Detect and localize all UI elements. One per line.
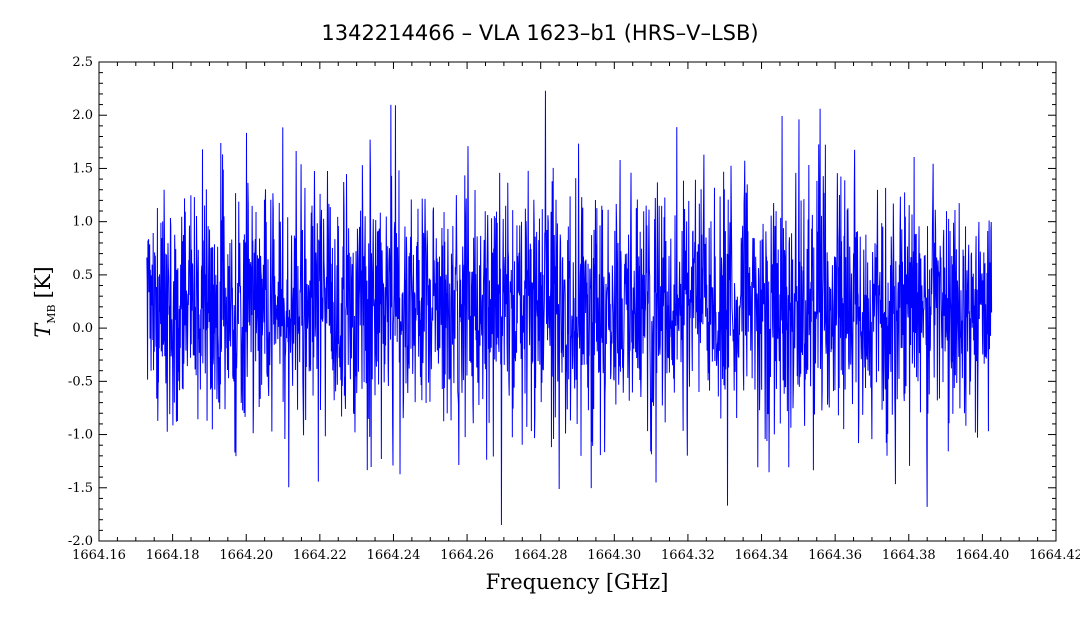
x-tick-label: 1664.30 bbox=[587, 548, 641, 563]
y-axis-label-symbol: T bbox=[31, 322, 55, 338]
svg-text:TMB[K]: TMB [K] bbox=[31, 266, 58, 337]
x-axis-label: Frequency [GHz] bbox=[486, 570, 669, 594]
y-tick-label: -0.5 bbox=[68, 374, 93, 389]
y-tick-label: 1.5 bbox=[72, 161, 93, 176]
x-tick-label: 1664.32 bbox=[661, 548, 715, 563]
y-axis-label-subscript: MB bbox=[45, 304, 58, 323]
spectrum-line bbox=[146, 90, 993, 526]
x-tick-label: 1664.36 bbox=[808, 548, 862, 563]
x-axis: 1664.16 1664.18 1664.20 1664.22 1664.24 1664.… bbox=[72, 62, 1080, 563]
x-tick-label: 1664.16 bbox=[72, 548, 126, 563]
x-tick-label: 1664.18 bbox=[146, 548, 200, 563]
x-tick-label: 1664.28 bbox=[514, 548, 568, 563]
x-tick-label: 1664.42 bbox=[1029, 548, 1080, 563]
y-tick-label: -1.0 bbox=[68, 428, 93, 443]
x-tick-label: 1664.26 bbox=[440, 548, 494, 563]
y-tick-label: -1.5 bbox=[68, 481, 93, 496]
x-tick-label: 1664.40 bbox=[956, 548, 1010, 563]
x-tick-label: 1664.34 bbox=[735, 548, 789, 563]
x-tick-label: 1664.24 bbox=[367, 548, 421, 563]
y-tick-label: 0.0 bbox=[72, 321, 93, 336]
x-tick-label: 1664.22 bbox=[293, 548, 347, 563]
x-tick-label: 1664.20 bbox=[219, 548, 273, 563]
chart-title: 1342214466 – VLA 1623–b1 (HRS–V–LSB) bbox=[321, 21, 758, 45]
y-axis-label-unit: [K] bbox=[31, 266, 55, 298]
y-tick-label: 1.0 bbox=[72, 215, 93, 230]
y-axis-label: TMB [K] bbox=[31, 266, 58, 337]
y-tick-label: 2.0 bbox=[72, 108, 93, 123]
y-tick-label: 2.5 bbox=[72, 55, 93, 70]
y-tick-label: -2.0 bbox=[68, 534, 93, 549]
y-axis: -2.0 -1.5 -1.0 -0.5 0.0 0.5 1.0 1.5 2.0 2.5 bbox=[68, 55, 1056, 549]
y-tick-label: 0.5 bbox=[72, 268, 93, 283]
x-tick-label: 1664.38 bbox=[882, 548, 936, 563]
